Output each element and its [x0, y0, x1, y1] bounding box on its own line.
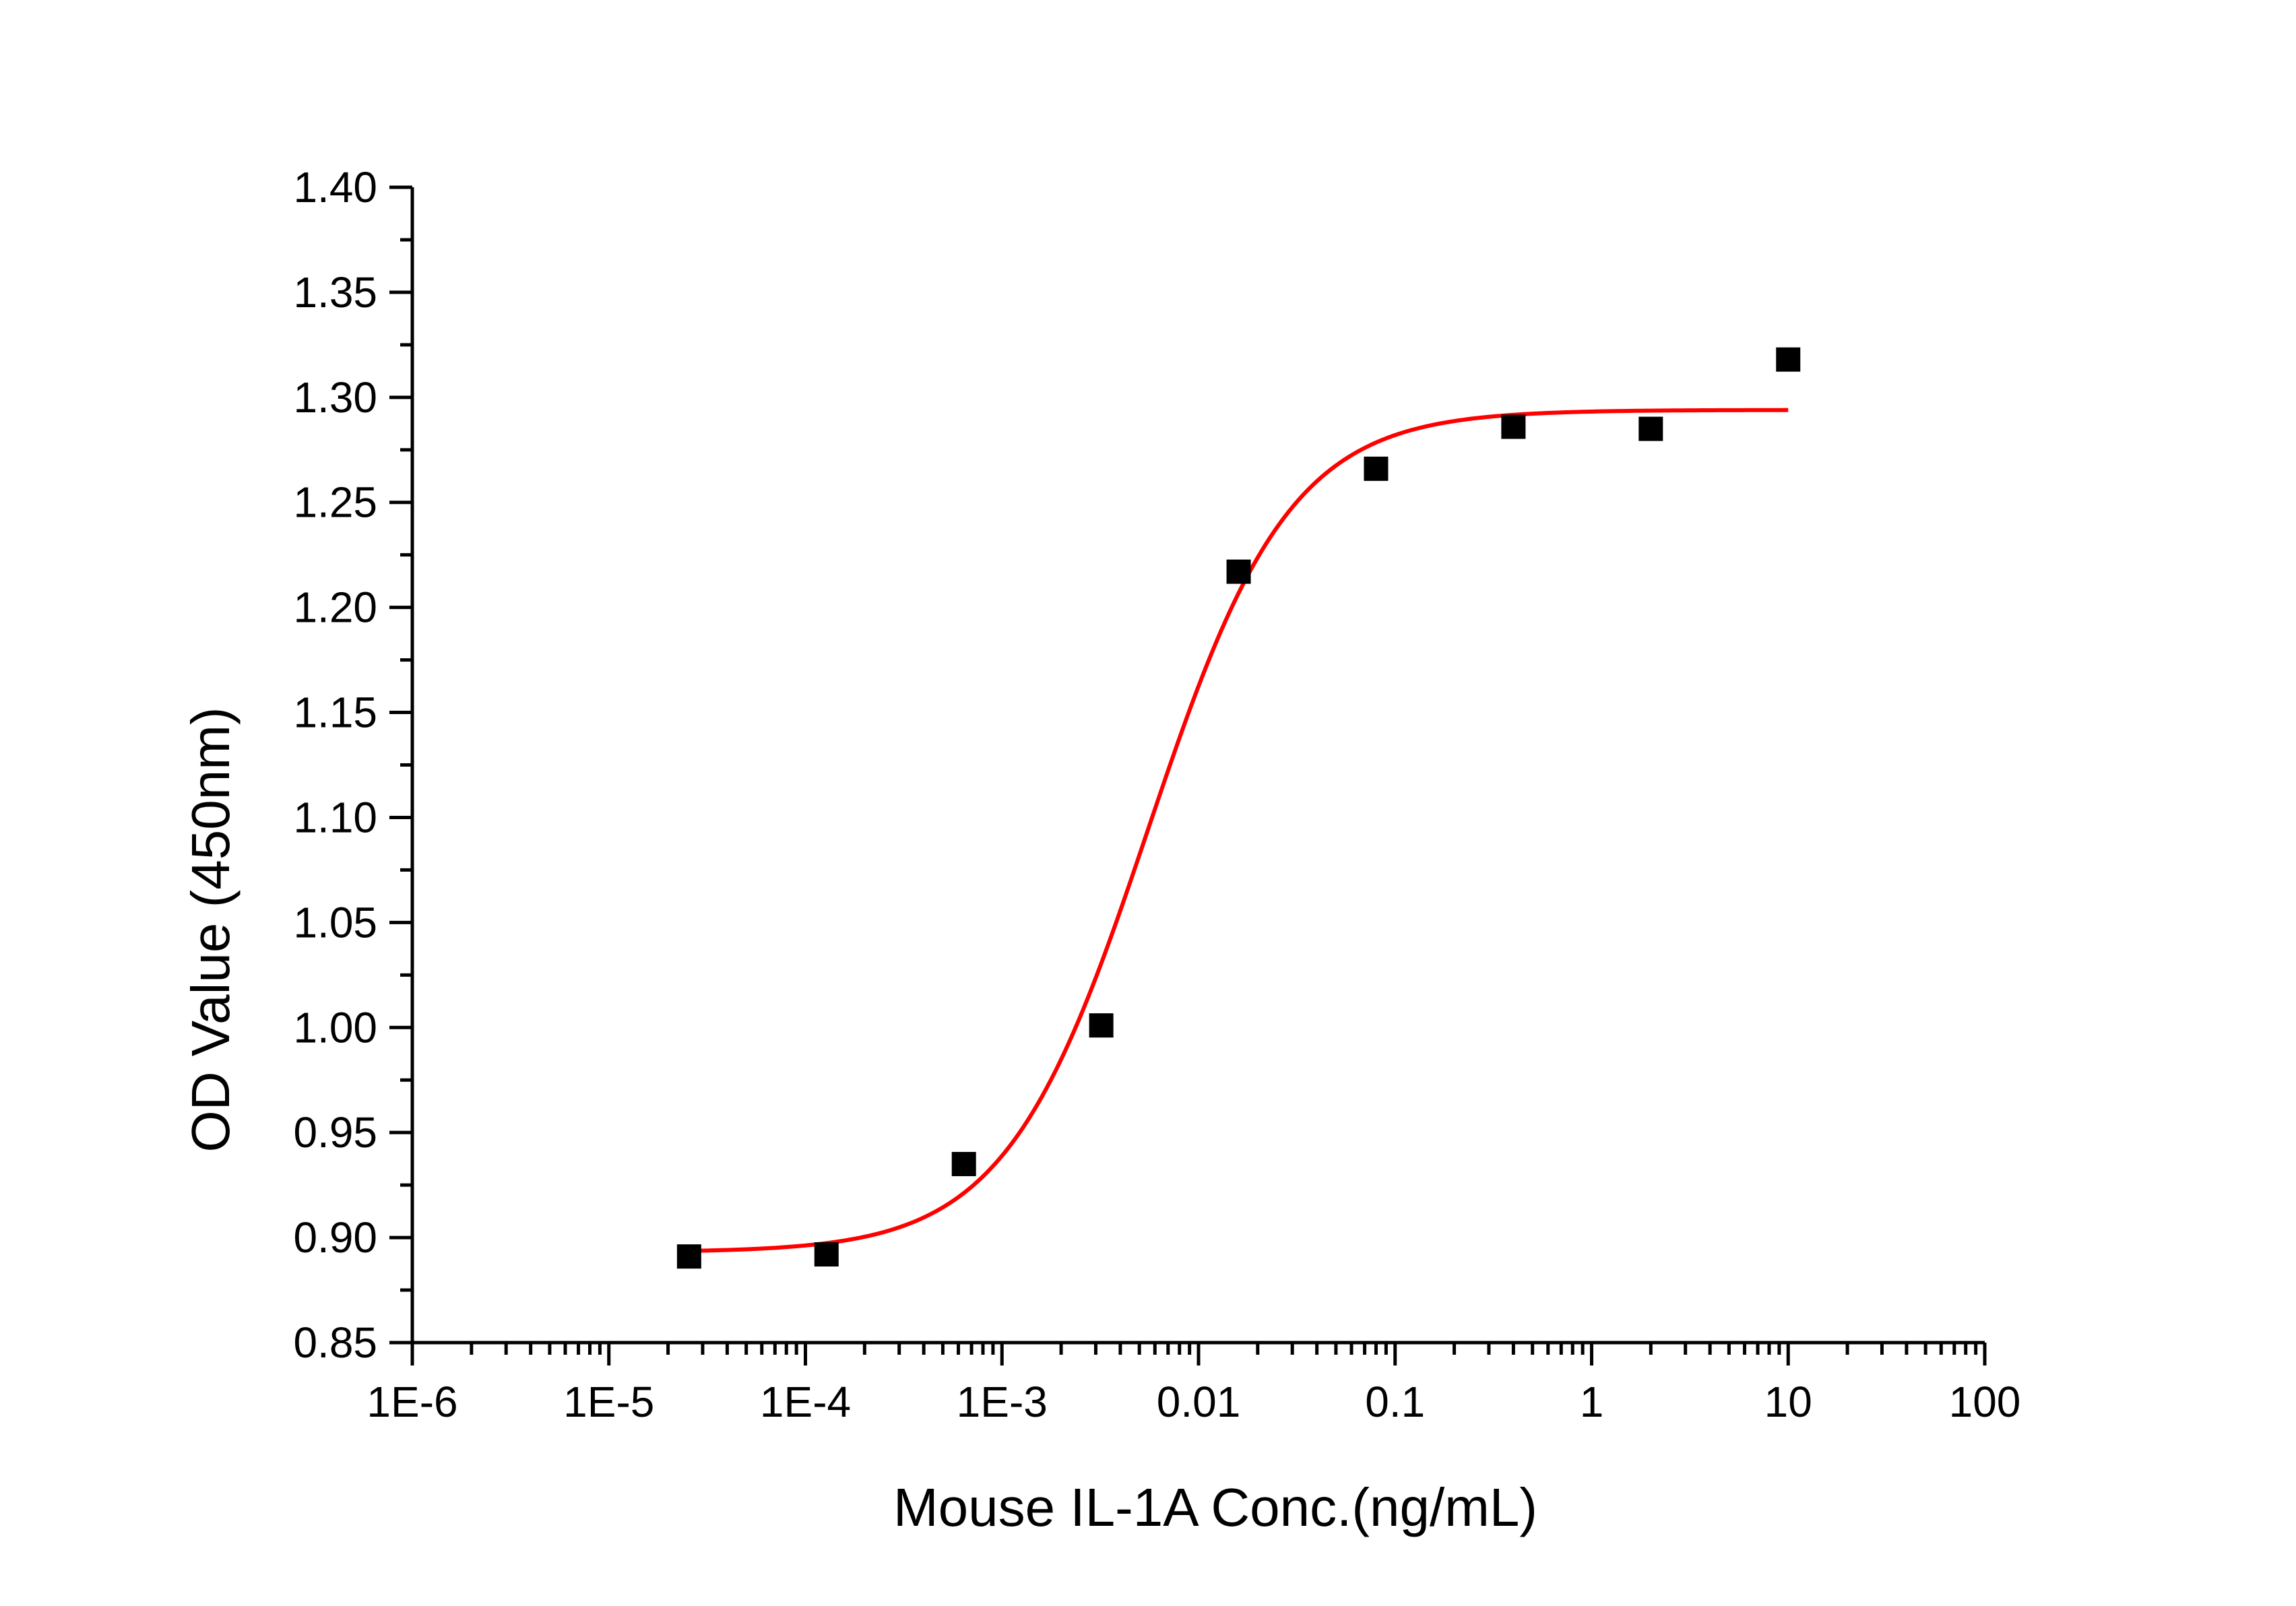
data-point [1776, 347, 1801, 372]
data-point [1089, 1013, 1114, 1038]
y-tick-label: 1.15 [293, 688, 377, 737]
x-tick-label: 0.01 [1157, 1378, 1241, 1426]
x-axis-title: Mouse IL-1A Conc.(ng/mL) [893, 1477, 1537, 1537]
y-tick-label: 1.35 [293, 268, 377, 317]
y-tick-label: 1.05 [293, 898, 377, 946]
data-point [951, 1151, 976, 1176]
data-point [1501, 414, 1526, 439]
fit-curve-line [689, 408, 1789, 1253]
x-tick-label: 1E-3 [957, 1378, 1048, 1426]
y-tick-label: 1.10 [293, 793, 377, 841]
x-tick-label: 1E-4 [760, 1378, 851, 1426]
data-point [1364, 456, 1389, 481]
x-tick-label: 0.1 [1365, 1378, 1425, 1426]
y-tick-label: 1.20 [293, 583, 377, 632]
x-tick-label: 100 [1949, 1378, 2021, 1426]
y-tick-label: 0.90 [293, 1213, 377, 1262]
y-tick-label: 1.00 [293, 1003, 377, 1052]
axes: 0.85 0.90 0.95 1.00 1.05 1.10 1.15 1.20 1.25 1.30… [293, 163, 2020, 1426]
y-tick-label: 1.30 [293, 373, 377, 422]
data-point [1638, 416, 1663, 441]
data-point [814, 1242, 839, 1267]
x-tick-label: 10 [1764, 1378, 1812, 1426]
y-tick-label: 0.95 [293, 1108, 377, 1157]
y-axis-title: OD Value (450nm) [181, 707, 241, 1152]
data-point [676, 1244, 701, 1269]
fit-curve-layer [689, 408, 1789, 1253]
y-tick-label: 1.25 [293, 478, 377, 527]
x-tick-label: 1 [1580, 1378, 1604, 1426]
x-tick-label: 1E-5 [563, 1378, 654, 1426]
data-points [676, 347, 1801, 1269]
y-tick-label: 1.40 [293, 163, 377, 212]
y-tick-label: 0.85 [293, 1318, 377, 1367]
x-tick-label: 1E-6 [366, 1378, 457, 1426]
data-point [1226, 559, 1251, 584]
